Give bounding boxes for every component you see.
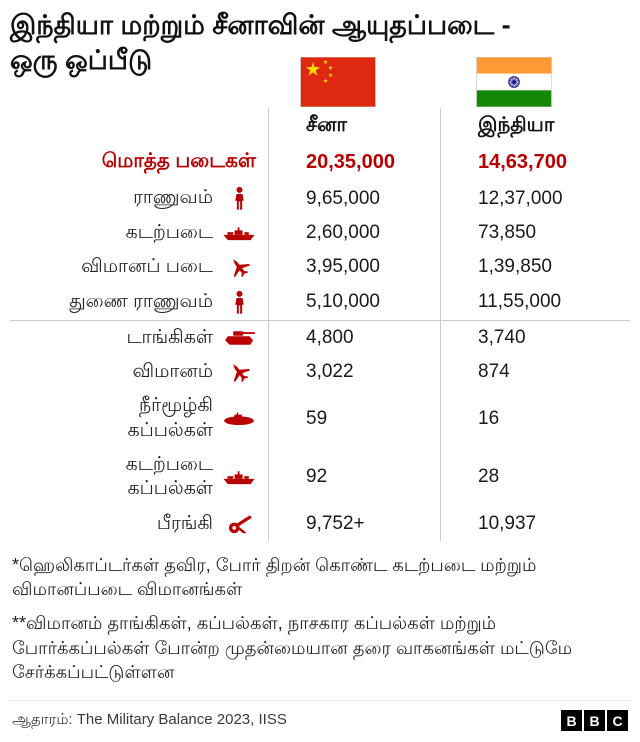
value-china-army: 9,65,000 xyxy=(268,181,440,216)
tank-icon xyxy=(222,329,256,347)
value-china-airforce: 3,95,000 xyxy=(268,250,440,285)
value-india-aircraft: 874 xyxy=(440,354,630,390)
value-india-paramilitary: 11,55,000 xyxy=(440,284,630,320)
soldier-icon xyxy=(222,290,256,315)
bbc-logo-block-b1: B xyxy=(561,710,582,731)
china-flag xyxy=(300,57,376,107)
fighter-jet-icon xyxy=(222,362,256,383)
value-india-tanks: 3,740 xyxy=(440,319,630,355)
row-label-text: மொத்த படைகள் xyxy=(101,150,256,173)
source-text: ஆதாரம்: The Military Balance 2023, IISS xyxy=(12,711,287,728)
navy-ship-icon xyxy=(222,226,256,241)
column-header-spacer xyxy=(10,108,268,143)
header: இந்தியா மற்றும் சீனாவின் ஆயுதப்படை - ஒரு… xyxy=(10,8,630,108)
value-india-navy: 73,850 xyxy=(440,216,630,251)
row-label-army: ராணுவம் xyxy=(10,181,268,216)
row-label-text: ராணுவம் xyxy=(133,187,213,209)
value-china-paramilitary: 5,10,000 xyxy=(268,284,440,320)
title-line-1: இந்தியா மற்றும் சீனாவின் ஆயுதப்படை - xyxy=(10,10,511,40)
row-label-artillery: பீரங்கி xyxy=(10,507,268,541)
column-header-china: சீனா xyxy=(268,108,440,143)
value-china-aircraft: 3,022 xyxy=(268,354,440,390)
bbc-logo-block-c: C xyxy=(607,710,628,731)
row-label-paramilitary: துணை ராணுவம் xyxy=(10,285,268,320)
navy-ship-icon xyxy=(222,470,256,485)
value-china-total: 20,35,000 xyxy=(268,143,440,181)
value-china-submarines: 59 xyxy=(268,389,440,448)
value-india-airforce: 1,39,850 xyxy=(440,250,630,285)
row-label-naval-ships: கடற்படை கப்பல்கள் xyxy=(10,448,268,507)
row-label-text: டாங்கிகள் xyxy=(126,326,213,348)
footer: ஆதாரம்: The Military Balance 2023, IISS … xyxy=(10,700,630,742)
bbc-logo: B B C xyxy=(561,710,628,731)
row-label-text: கடற்படை கப்பல்கள் xyxy=(125,453,213,500)
row-label-aircraft: விமானம் xyxy=(10,355,268,389)
row-label-tanks: டாங்கிகள் xyxy=(10,319,268,355)
row-label-text: விமானம் xyxy=(132,360,213,382)
row-label-total-forces: மொத்த படைகள் xyxy=(10,143,268,181)
artillery-icon xyxy=(222,513,256,534)
row-label-text: விமானப் படை xyxy=(81,256,213,278)
row-label-text: நீர்மூழ்கி கப்பல்கள் xyxy=(127,395,214,441)
bbc-logo-block-b2: B xyxy=(584,710,605,731)
submarine-icon xyxy=(222,412,256,426)
row-label-navy: கடற்படை xyxy=(10,216,268,250)
value-india-total: 14,63,700 xyxy=(440,143,630,181)
row-label-submarines: நீர்மூழ்கி கப்பல்கள் xyxy=(10,389,268,448)
column-header-india: இந்தியா xyxy=(440,108,630,143)
title-line-2: ஒரு ஒப்பீடு xyxy=(10,44,153,75)
value-india-army: 12,37,000 xyxy=(440,181,630,216)
soldier-icon xyxy=(222,186,256,211)
value-india-artillery: 10,937 xyxy=(440,506,630,541)
value-india-naval-ships: 28 xyxy=(440,447,630,507)
comparison-table: சீனா இந்தியா மொத்த படைகள் 20,35,000 14,6… xyxy=(10,108,630,541)
row-label-text: துணை ராணுவம் xyxy=(69,290,213,312)
fighter-jet-icon xyxy=(222,257,256,278)
footnote-1: *ஹெலிகாப்டர்கள் தவிர, போர் திறன் கொண்ட க… xyxy=(12,554,537,600)
value-china-naval-ships: 92 xyxy=(268,447,440,507)
value-india-submarines: 16 xyxy=(440,389,630,448)
page-title: இந்தியா மற்றும் சீனாவின் ஆயுதப்படை - ஒரு… xyxy=(10,8,630,77)
row-label-airforce: விமானப் படை xyxy=(10,250,268,284)
value-china-artillery: 9,752+ xyxy=(268,506,440,541)
footnote-2: **விமானம் தாங்கிகள், கப்பல்கள், நாசகார க… xyxy=(12,613,573,682)
footnotes: *ஹெலிகாப்டர்கள் தவிர, போர் திறன் கொண்ட க… xyxy=(10,541,630,684)
row-label-text: பீரங்கி xyxy=(156,512,213,534)
value-china-navy: 2,60,000 xyxy=(268,216,440,251)
value-china-tanks: 4,800 xyxy=(268,319,440,355)
row-label-text: கடற்படை xyxy=(125,222,213,243)
india-flag xyxy=(476,57,552,107)
